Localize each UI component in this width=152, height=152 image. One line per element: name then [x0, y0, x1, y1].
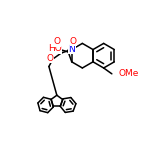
Text: OMe: OMe: [118, 69, 139, 78]
Text: O: O: [47, 54, 54, 63]
Text: O: O: [54, 37, 61, 46]
Text: O: O: [70, 37, 77, 46]
Text: N: N: [68, 45, 75, 54]
Text: HO: HO: [48, 45, 62, 54]
